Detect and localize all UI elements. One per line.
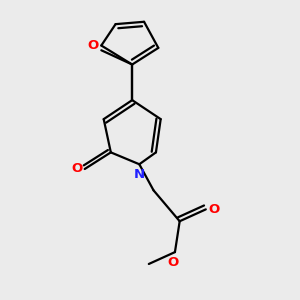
Text: O: O [88,39,99,52]
Text: O: O [208,203,219,216]
Text: N: N [134,168,145,181]
Text: O: O [167,256,178,269]
Text: O: O [71,163,82,176]
